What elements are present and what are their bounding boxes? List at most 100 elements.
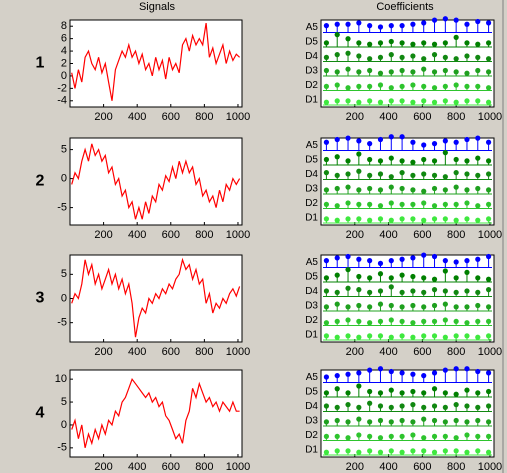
stem-head	[399, 185, 405, 192]
level-label: D3	[305, 183, 318, 194]
stem-head	[399, 98, 405, 104]
stem-head	[410, 187, 416, 193]
stem-head	[475, 41, 481, 47]
x-tick-label: 800	[195, 346, 213, 358]
level-label: D2	[305, 315, 318, 326]
stem-head	[377, 40, 384, 46]
level-label: D5	[305, 271, 318, 282]
stem-head	[367, 141, 373, 147]
level-label: D2	[305, 198, 318, 209]
stem-head	[442, 40, 448, 46]
stem-head	[367, 156, 373, 163]
stem-head	[442, 448, 448, 454]
stem-head	[464, 333, 470, 339]
level-label: A5	[306, 372, 319, 383]
stem-head	[388, 38, 394, 45]
level-label: D1	[305, 212, 318, 223]
x-tick-label: 400	[128, 346, 146, 358]
stem-head	[323, 333, 330, 339]
stem-head	[323, 258, 330, 264]
stem-head	[388, 69, 394, 75]
stem-head	[475, 172, 481, 178]
x-tick-label: 800	[447, 346, 465, 358]
stem-head	[388, 275, 394, 281]
stem-head	[388, 200, 394, 206]
level-label: A5	[306, 22, 319, 33]
stem-head	[464, 187, 470, 193]
stem-head	[442, 187, 448, 193]
stem-head	[356, 99, 362, 105]
x-tick-label: 800	[447, 111, 465, 123]
stem-head	[388, 302, 394, 309]
stem-head	[377, 333, 384, 339]
stem-head	[367, 320, 373, 326]
stem-head	[475, 368, 481, 375]
stem-head	[421, 56, 427, 62]
stem-head	[356, 69, 362, 75]
stem-head	[399, 304, 405, 310]
stem-head	[442, 334, 448, 340]
stem-head	[410, 255, 416, 261]
stem-head	[453, 366, 459, 372]
signal-line	[71, 143, 241, 220]
x-tick-label: 600	[162, 111, 180, 123]
stem-head	[334, 154, 340, 160]
stem-head	[356, 273, 362, 280]
stem-head	[399, 333, 405, 339]
x-tick-label: 800	[195, 229, 213, 241]
stem-head	[388, 284, 394, 290]
stem-head	[377, 271, 384, 277]
stem-head	[388, 317, 394, 323]
stem-head	[410, 302, 416, 309]
stem-head	[367, 289, 373, 295]
stem-head	[377, 435, 384, 441]
row-label: 1	[36, 55, 45, 72]
level-label: D1	[305, 94, 318, 105]
stem-head	[485, 333, 492, 339]
stem-head	[367, 217, 373, 223]
stem-head	[334, 98, 340, 104]
stem-head	[421, 217, 427, 223]
stem-head	[485, 433, 492, 439]
stem-head	[345, 36, 351, 42]
x-tick-label: 800	[447, 229, 465, 241]
level-label: D1	[305, 329, 318, 340]
stem-head	[345, 267, 351, 273]
stem-head	[464, 320, 470, 326]
stem-head	[323, 139, 330, 145]
stem-head	[421, 390, 427, 396]
stem-head	[410, 21, 416, 27]
stem-head	[410, 53, 416, 59]
stem-head	[431, 203, 438, 209]
stem-head	[421, 404, 427, 410]
stem-head	[475, 185, 481, 192]
y-tick-label: 6	[61, 33, 67, 45]
level-label: A5	[306, 257, 319, 268]
x-tick-label: 1000	[478, 111, 502, 123]
stem-head	[410, 201, 416, 207]
x-tick-label: 400	[379, 461, 397, 473]
stem-head	[399, 390, 405, 396]
stem-head	[323, 187, 330, 193]
stem-head	[323, 433, 330, 439]
stem-head	[475, 334, 481, 340]
stem-head	[323, 449, 330, 455]
stem-head	[334, 185, 340, 192]
y-tick-label: -2	[57, 82, 67, 94]
x-tick-label: 600	[413, 111, 431, 123]
stem-head	[485, 304, 492, 310]
x-tick-label: 200	[346, 461, 364, 473]
stem-head	[475, 275, 481, 281]
stem-head	[453, 435, 459, 441]
stem-head	[431, 318, 438, 324]
stem-head	[367, 258, 373, 264]
stem-head	[334, 32, 340, 38]
stem-head	[356, 404, 362, 410]
stem-head	[323, 99, 330, 105]
stem-head	[453, 304, 459, 310]
stem-head	[323, 67, 330, 74]
stem-head	[475, 256, 481, 262]
x-tick-label: 800	[195, 461, 213, 473]
stem-head	[464, 366, 470, 372]
stem-head	[442, 419, 448, 425]
